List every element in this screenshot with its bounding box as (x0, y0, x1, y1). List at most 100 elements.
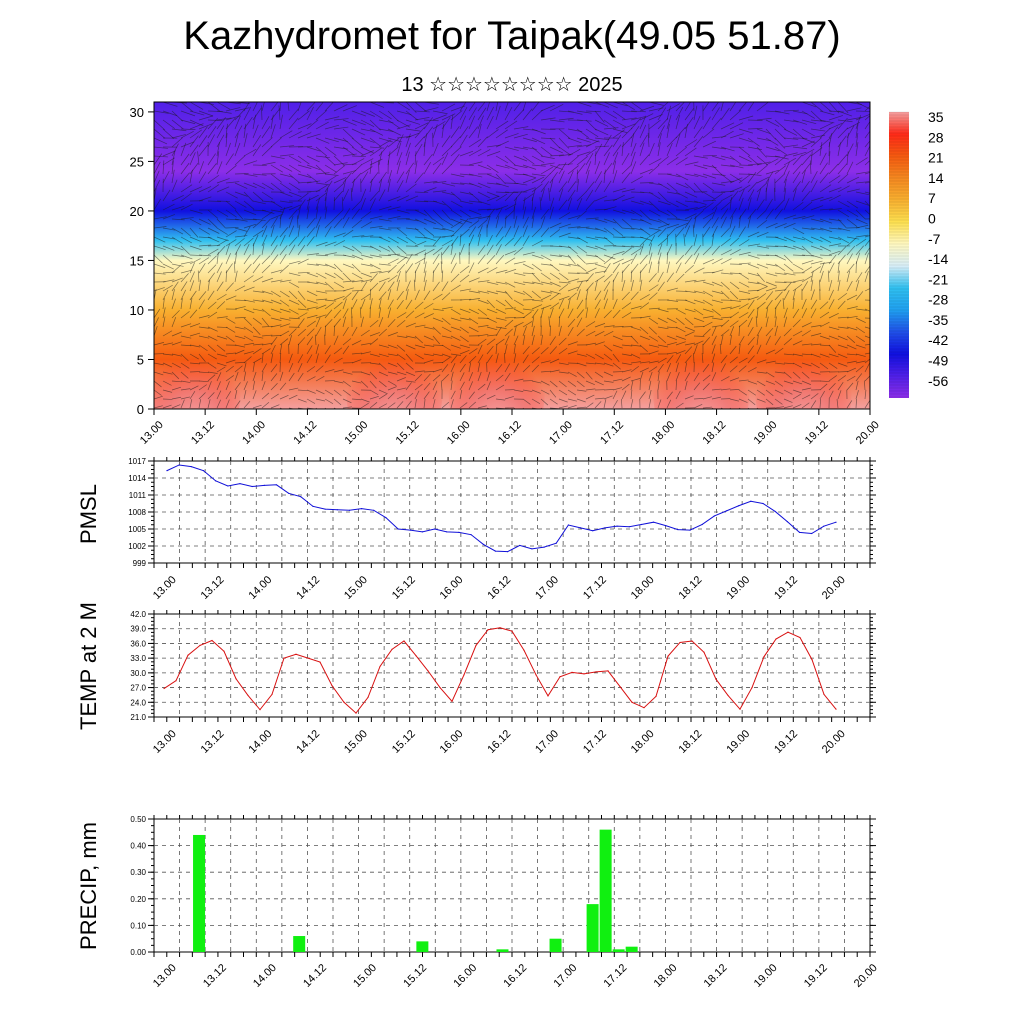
wind-barb (216, 366, 226, 373)
wind-barb (297, 155, 310, 165)
wind-barb (405, 400, 412, 409)
wind-barb (702, 308, 714, 313)
pmsl-point (701, 523, 703, 526)
x-tick-label: 17.12 (602, 962, 630, 990)
wind-barb (549, 197, 555, 211)
wind-barb (621, 335, 633, 338)
wind-barb (540, 263, 553, 266)
wind-barb (306, 389, 316, 394)
wind-barb (630, 365, 640, 373)
wind-barb (243, 106, 252, 121)
wind-barb (198, 326, 210, 329)
pmsl-point (251, 485, 253, 488)
wind-barb (486, 308, 498, 314)
temperature-point (559, 676, 561, 678)
wind-barb (684, 290, 697, 294)
wind-barb (495, 140, 509, 148)
wind-barb (378, 236, 391, 243)
wind-barb (809, 160, 812, 175)
x-tick-label: 15.12 (390, 574, 418, 602)
wind-barb (504, 226, 512, 238)
wind-barb (630, 102, 644, 111)
wind-barb (189, 399, 193, 409)
wind-barb (585, 189, 594, 202)
wind-barb (432, 124, 438, 139)
wind-barb (855, 390, 859, 400)
wind-barb (792, 319, 801, 328)
temperature-point (451, 700, 453, 702)
wind-barb (288, 299, 300, 305)
wind-barb (315, 192, 327, 202)
wind-barb (468, 220, 480, 229)
wind-barb (207, 209, 219, 219)
wind-barb (513, 164, 528, 169)
wind-barb (756, 232, 769, 238)
wind-barb (459, 349, 470, 355)
wind-barb (405, 132, 420, 139)
wind-barb (495, 326, 502, 337)
wind-barb (855, 115, 861, 130)
wind-barb (360, 316, 364, 328)
wind-barb (657, 308, 669, 313)
wind-barb (828, 227, 842, 230)
wind-barb (495, 269, 508, 274)
wind-barb (747, 155, 759, 166)
wind-barb (747, 182, 758, 193)
wind-barb (252, 335, 264, 339)
wind-barb (531, 281, 544, 285)
wind-barb (837, 185, 850, 193)
wind-barb (378, 277, 390, 283)
wind-barb (558, 325, 562, 337)
wind-barb (162, 214, 176, 220)
wind-barb (774, 187, 776, 202)
wind-barb (315, 304, 327, 310)
wind-barb (297, 244, 306, 256)
wind-barb (657, 133, 662, 148)
x-tick-label: 16.12 (485, 728, 513, 756)
wind-barb (234, 382, 241, 391)
wind-barb (666, 342, 677, 346)
wind-barb (207, 374, 216, 382)
wind-barb (333, 137, 348, 142)
wind-barb (657, 243, 663, 256)
wind-barb (819, 152, 827, 166)
wind-barb (279, 145, 295, 148)
pmsl-point (738, 505, 740, 507)
wind-barb (288, 308, 299, 315)
wind-barb (468, 234, 475, 247)
wind-barb (612, 335, 623, 341)
wind-barb (279, 102, 281, 112)
wind-barb (729, 249, 741, 256)
wind-barb (171, 380, 182, 383)
wind-barb (351, 299, 358, 310)
wind-barb (270, 279, 283, 283)
wind-barb (675, 335, 686, 340)
wind-barb (252, 134, 261, 148)
wind-barb (774, 128, 786, 140)
wind-barb (513, 272, 526, 276)
x-tick-label: 19.12 (802, 962, 830, 990)
wind-barb (162, 170, 170, 184)
wind-barb (738, 197, 744, 211)
wind-barb (225, 352, 237, 355)
wind-barb (387, 196, 401, 202)
wind-barb (621, 136, 632, 148)
wind-barb (450, 335, 461, 341)
wind-barb (477, 208, 491, 211)
wind-barb (549, 346, 558, 355)
wind-barb (810, 205, 824, 211)
wind-barb (414, 257, 426, 265)
wind-barb (396, 124, 411, 130)
wind-barb (432, 317, 444, 323)
wind-barb (432, 253, 440, 265)
wind-barb (189, 236, 202, 242)
wind-barb (675, 127, 686, 139)
wind-barb (684, 102, 692, 112)
wind-barb (189, 129, 202, 139)
wind-barb (441, 270, 444, 283)
pmsl-point (835, 521, 837, 523)
wind-barb (639, 142, 645, 157)
wind-barb (315, 365, 324, 373)
wind-barb (459, 115, 467, 130)
wind-barb (792, 151, 807, 157)
